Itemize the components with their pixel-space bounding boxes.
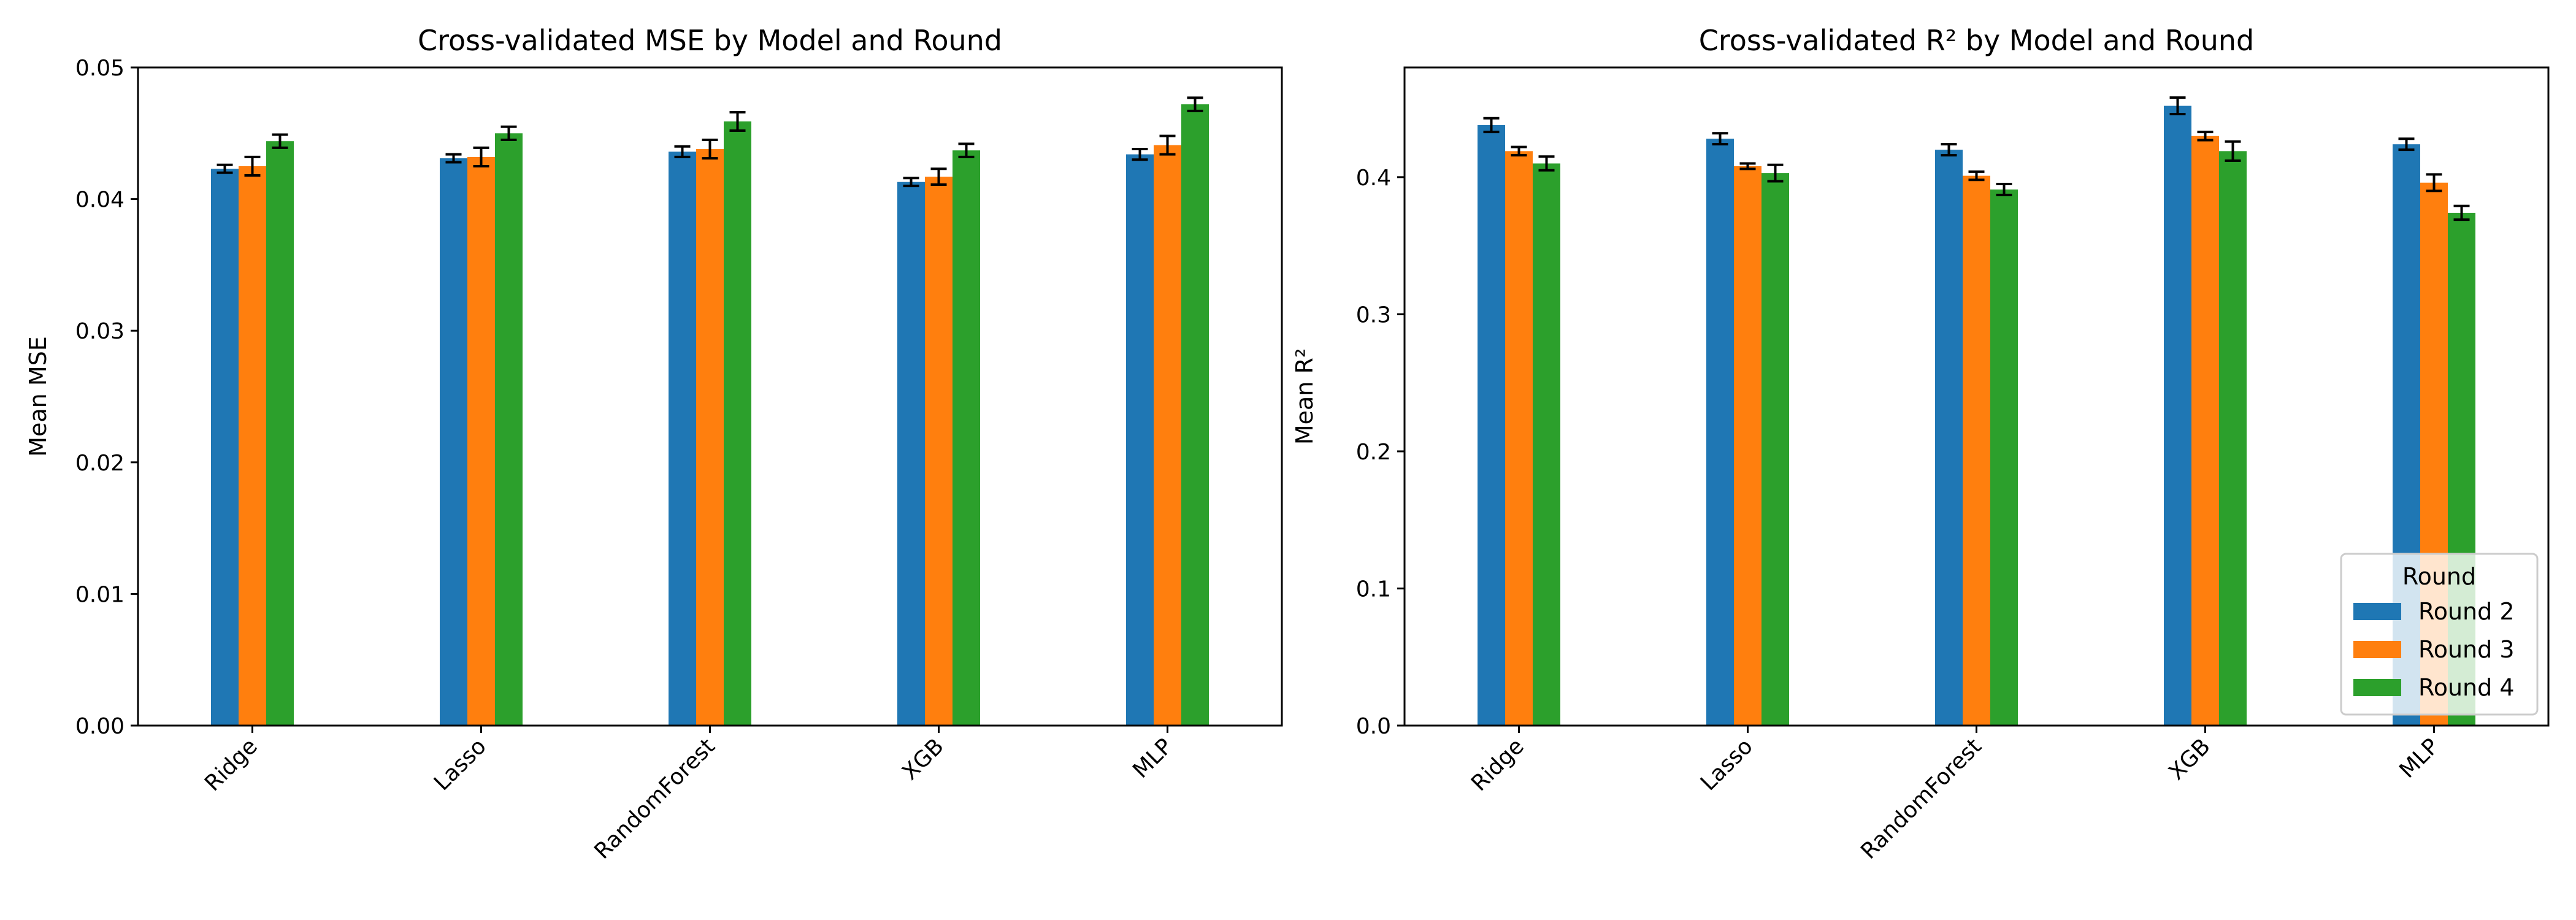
bar xyxy=(696,149,724,726)
bar xyxy=(2219,151,2247,726)
x-tick-label: Ridge xyxy=(200,734,263,796)
legend-swatch xyxy=(2353,641,2401,658)
bar xyxy=(239,166,266,726)
y-tick-label: 0.1 xyxy=(1356,577,1391,602)
y-tick-label: 0.01 xyxy=(75,582,125,607)
y-axis-label: Mean R² xyxy=(1291,348,1318,445)
y-tick-label: 0.00 xyxy=(75,714,125,739)
y-tick-label: 0.4 xyxy=(1356,166,1391,191)
legend-label: Round 2 xyxy=(2418,598,2515,625)
y-tick-label: 0.04 xyxy=(75,188,125,213)
chart-panel-2: 0.0 0.1 0.2 0.3 0.4 Ridge Lasso RandomForest XGB… xyxy=(1291,24,2550,864)
bar xyxy=(211,169,239,726)
bar xyxy=(1734,166,1761,726)
bar xyxy=(440,158,467,726)
y-tick-label: 0.0 xyxy=(1356,714,1391,739)
x-tick-label: Lasso xyxy=(429,734,491,795)
bar xyxy=(1935,150,1963,726)
x-tick-label: XGB xyxy=(2164,734,2215,785)
bar xyxy=(1963,175,1990,726)
bar xyxy=(467,156,495,726)
bar xyxy=(1990,189,2018,726)
y-axis-label: Mean MSE xyxy=(25,336,52,457)
x-tick-label: RandomForest xyxy=(1856,734,1987,864)
bar xyxy=(1478,125,1505,726)
y-tick-label: 0.05 xyxy=(75,56,125,81)
legend-box xyxy=(2340,553,2539,716)
bar xyxy=(1126,154,1154,726)
bar xyxy=(897,182,925,726)
chart-title: Cross-validated MSE by Model and Round xyxy=(418,24,1002,57)
bar xyxy=(2191,136,2219,726)
legend-swatch xyxy=(2353,603,2401,620)
legend-label: Round 4 xyxy=(2418,674,2515,701)
bar xyxy=(669,151,696,726)
bar xyxy=(1533,163,1560,726)
bar xyxy=(1505,151,1533,726)
bar xyxy=(266,141,294,726)
bar xyxy=(2164,105,2191,726)
bar xyxy=(495,133,523,726)
bar xyxy=(925,177,953,726)
bar xyxy=(1154,145,1181,726)
legend-title: Round xyxy=(2402,563,2476,590)
x-tick-label: MLP xyxy=(2394,734,2444,783)
bar xyxy=(953,150,980,726)
bar xyxy=(724,121,751,726)
x-tick-label: RandomForest xyxy=(589,734,720,864)
bar xyxy=(1181,104,1209,726)
bar xyxy=(1761,173,1789,726)
y-tick-label: 0.02 xyxy=(75,451,125,476)
x-tick-label: MLP xyxy=(1128,734,1177,783)
x-tick-label: XGB xyxy=(897,734,949,785)
y-tick-label: 0.2 xyxy=(1356,440,1391,465)
y-tick-label: 0.3 xyxy=(1356,302,1391,328)
legend: Round Round 2 Round 3 Round 4 xyxy=(2340,553,2539,716)
legend-label: Round 3 xyxy=(2418,636,2515,663)
x-tick-label: Lasso xyxy=(1696,734,1758,795)
y-tick-label: 0.03 xyxy=(75,319,125,344)
legend-swatch xyxy=(2353,679,2401,696)
chart-panel-1: 0.00 0.01 0.02 0.03 0.04 0.05 Ridge Lasso Random… xyxy=(25,24,1283,864)
bar xyxy=(1706,139,1734,726)
chart-title: Cross-validated R² by Model and Round xyxy=(1699,24,2255,57)
x-tick-label: Ridge xyxy=(1466,734,1529,796)
